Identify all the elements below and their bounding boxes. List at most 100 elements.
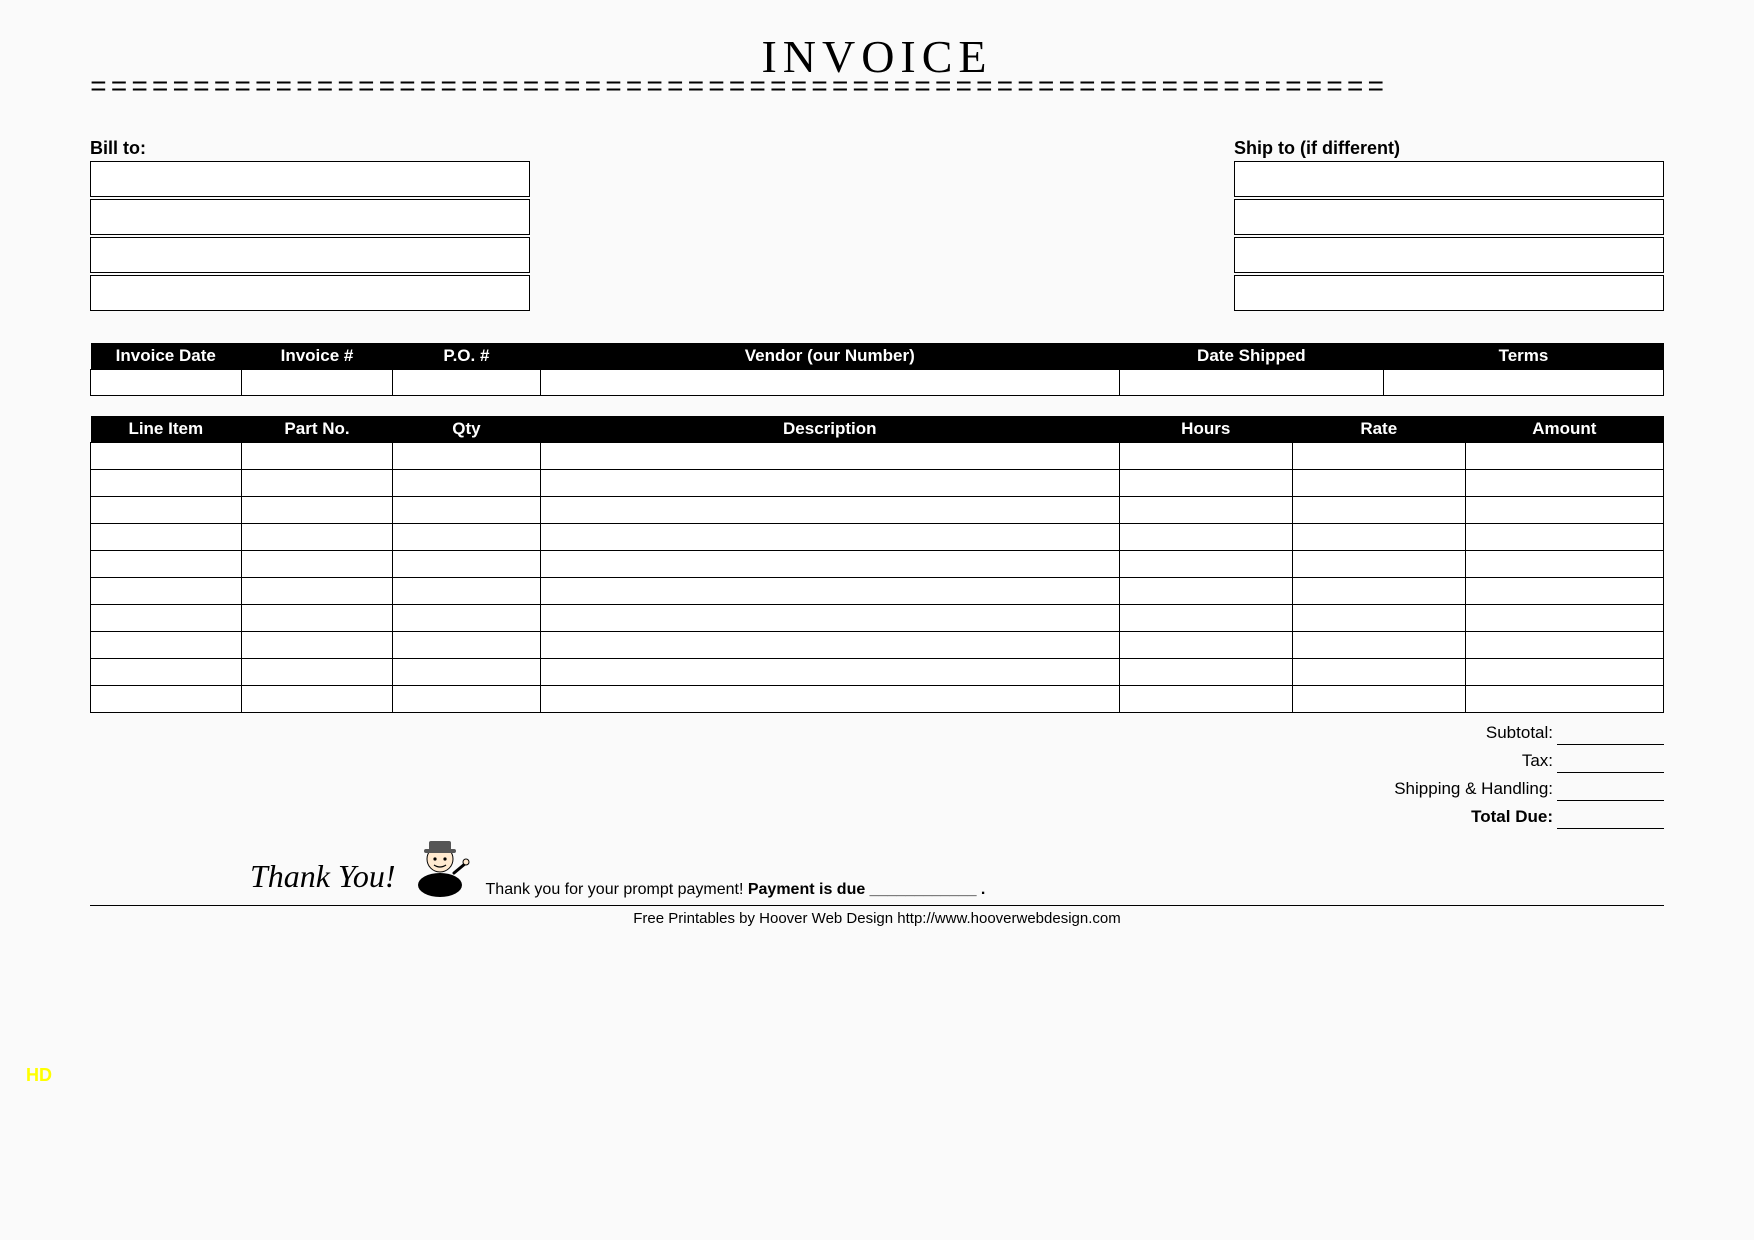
items-cell[interactable] xyxy=(540,550,1119,577)
items-cell[interactable] xyxy=(1465,658,1663,685)
meta-cell[interactable] xyxy=(393,369,541,395)
totals-value[interactable] xyxy=(1557,777,1664,801)
items-cell[interactable] xyxy=(540,469,1119,496)
items-cell[interactable] xyxy=(91,469,242,496)
bill-to-line[interactable] xyxy=(90,275,530,311)
items-cell[interactable] xyxy=(1465,577,1663,604)
ship-to-line[interactable] xyxy=(1234,199,1664,235)
meta-cell[interactable] xyxy=(1383,369,1663,395)
items-cell[interactable] xyxy=(540,496,1119,523)
invoice-meta-table: Invoice DateInvoice #P.O. #Vendor (our N… xyxy=(90,343,1664,396)
items-cell[interactable] xyxy=(393,550,541,577)
items-cell[interactable] xyxy=(540,442,1119,469)
items-cell[interactable] xyxy=(393,577,541,604)
items-cell[interactable] xyxy=(91,631,242,658)
totals-row: Total Due: xyxy=(90,803,1664,831)
items-cell[interactable] xyxy=(540,685,1119,712)
items-cell[interactable] xyxy=(1119,658,1292,685)
items-cell[interactable] xyxy=(91,496,242,523)
items-cell[interactable] xyxy=(1465,442,1663,469)
items-cell[interactable] xyxy=(242,442,393,469)
items-cell[interactable] xyxy=(1119,550,1292,577)
items-cell[interactable] xyxy=(242,523,393,550)
items-cell[interactable] xyxy=(1292,631,1465,658)
items-cell[interactable] xyxy=(540,577,1119,604)
items-cell[interactable] xyxy=(393,523,541,550)
items-cell[interactable] xyxy=(242,550,393,577)
items-cell[interactable] xyxy=(393,685,541,712)
items-header: Line Item xyxy=(91,416,242,443)
items-cell[interactable] xyxy=(1292,685,1465,712)
thankyou-script-text: Thank You! xyxy=(250,858,396,899)
table-row xyxy=(91,658,1664,685)
items-cell[interactable] xyxy=(1465,604,1663,631)
items-cell[interactable] xyxy=(1465,685,1663,712)
items-cell[interactable] xyxy=(91,577,242,604)
items-cell[interactable] xyxy=(1119,631,1292,658)
items-cell[interactable] xyxy=(393,631,541,658)
items-cell[interactable] xyxy=(1465,469,1663,496)
bill-to-line[interactable] xyxy=(90,237,530,273)
meta-cell[interactable] xyxy=(91,369,242,395)
items-cell[interactable] xyxy=(393,442,541,469)
meta-cell[interactable] xyxy=(1119,369,1383,395)
totals-label: Subtotal: xyxy=(1486,723,1557,743)
items-cell[interactable] xyxy=(91,442,242,469)
items-cell[interactable] xyxy=(393,658,541,685)
items-cell[interactable] xyxy=(91,604,242,631)
items-cell[interactable] xyxy=(91,523,242,550)
items-cell[interactable] xyxy=(91,685,242,712)
items-cell[interactable] xyxy=(1292,604,1465,631)
items-cell[interactable] xyxy=(1119,685,1292,712)
items-cell[interactable] xyxy=(1292,658,1465,685)
items-cell[interactable] xyxy=(1292,577,1465,604)
items-cell[interactable] xyxy=(393,496,541,523)
items-cell[interactable] xyxy=(1465,496,1663,523)
totals-row: Tax: xyxy=(90,747,1664,775)
items-cell[interactable] xyxy=(1292,442,1465,469)
items-cell[interactable] xyxy=(1119,523,1292,550)
items-cell[interactable] xyxy=(242,685,393,712)
bill-to-line[interactable] xyxy=(90,199,530,235)
totals-value[interactable] xyxy=(1557,749,1664,773)
items-cell[interactable] xyxy=(540,523,1119,550)
items-cell[interactable] xyxy=(242,631,393,658)
ship-to-line[interactable] xyxy=(1234,237,1664,273)
items-cell[interactable] xyxy=(393,604,541,631)
items-cell[interactable] xyxy=(242,496,393,523)
items-cell[interactable] xyxy=(1292,496,1465,523)
ship-to-line[interactable] xyxy=(1234,275,1664,311)
items-cell[interactable] xyxy=(1119,442,1292,469)
table-row xyxy=(91,523,1664,550)
items-cell[interactable] xyxy=(393,469,541,496)
totals-value[interactable] xyxy=(1557,805,1664,829)
ship-to-block: Ship to (if different) xyxy=(1234,138,1664,313)
totals-value[interactable] xyxy=(1557,721,1664,745)
items-cell[interactable] xyxy=(1119,496,1292,523)
meta-cell[interactable] xyxy=(242,369,393,395)
meta-header: Date Shipped xyxy=(1119,343,1383,370)
items-cell[interactable] xyxy=(1119,577,1292,604)
items-cell[interactable] xyxy=(91,550,242,577)
items-cell[interactable] xyxy=(1119,469,1292,496)
items-cell[interactable] xyxy=(540,658,1119,685)
table-row xyxy=(91,685,1664,712)
items-cell[interactable] xyxy=(91,658,242,685)
items-cell[interactable] xyxy=(1465,631,1663,658)
items-cell[interactable] xyxy=(1465,523,1663,550)
items-cell[interactable] xyxy=(1292,523,1465,550)
meta-cell[interactable] xyxy=(540,369,1119,395)
items-cell[interactable] xyxy=(242,604,393,631)
items-cell[interactable] xyxy=(540,604,1119,631)
items-cell[interactable] xyxy=(1292,550,1465,577)
items-cell[interactable] xyxy=(540,631,1119,658)
ship-to-label: Ship to (if different) xyxy=(1234,138,1664,159)
items-cell[interactable] xyxy=(1119,604,1292,631)
items-cell[interactable] xyxy=(242,577,393,604)
items-cell[interactable] xyxy=(1292,469,1465,496)
ship-to-line[interactable] xyxy=(1234,161,1664,197)
items-cell[interactable] xyxy=(242,658,393,685)
items-cell[interactable] xyxy=(242,469,393,496)
bill-to-line[interactable] xyxy=(90,161,530,197)
items-cell[interactable] xyxy=(1465,550,1663,577)
